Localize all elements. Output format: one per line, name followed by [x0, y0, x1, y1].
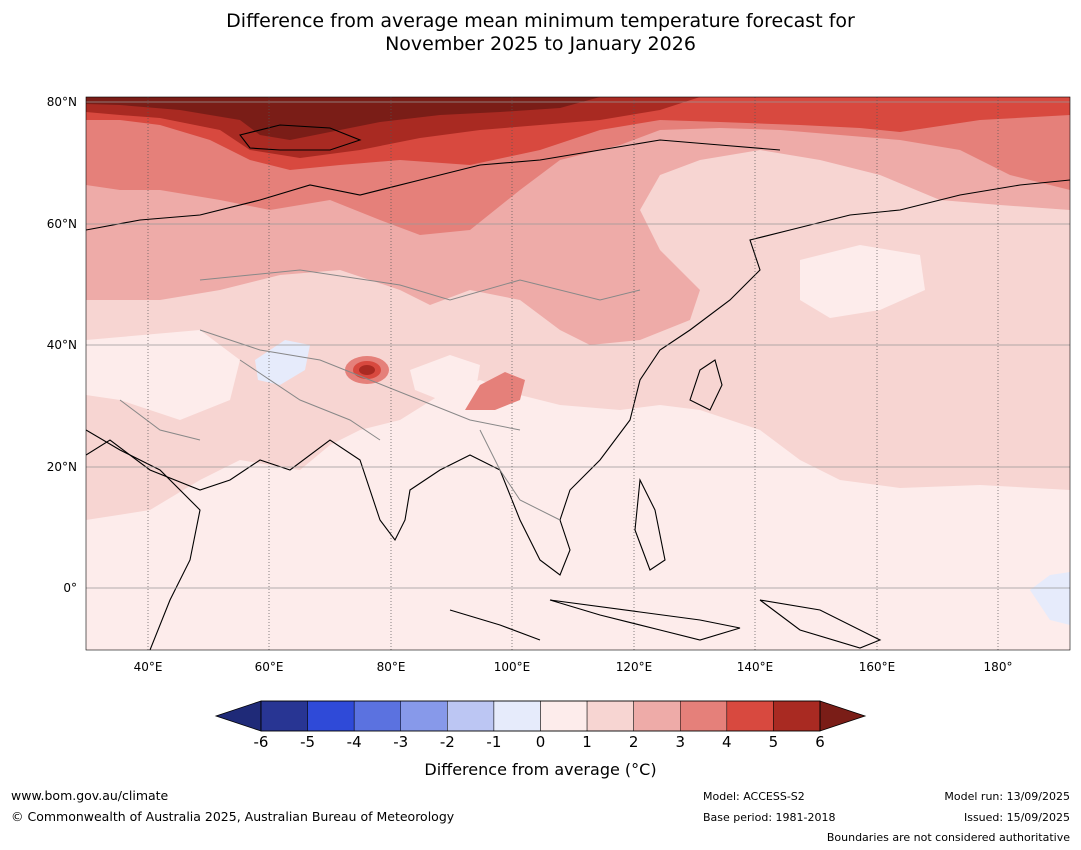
anomaly-patch-tibet — [465, 372, 525, 410]
colorbar-tick-label: 1 — [582, 733, 592, 751]
colorbar-segment — [400, 700, 448, 732]
anomaly-pocket-low — [800, 245, 925, 318]
lon-label-140e: 140°E — [736, 660, 774, 674]
anomaly-band-over-6 — [86, 97, 600, 140]
lat-label-40n: 40°N — [46, 338, 77, 352]
map-frame — [85, 96, 1071, 651]
colorbar-segments — [260, 700, 821, 732]
country-borders — [119, 269, 641, 521]
footer-disclaimer: Boundaries are not considered authoritat… — [826, 831, 1070, 844]
lat-label-60n: 60°N — [46, 217, 77, 231]
lon-label-40e: 40°E — [133, 660, 163, 674]
lon-label-100e: 100°E — [493, 660, 531, 674]
colorbar-segment — [260, 700, 308, 732]
colorbar-segment — [726, 700, 774, 732]
title-line-2: November 2025 to January 2026 — [385, 33, 696, 55]
lon-gridlines — [147, 97, 999, 650]
colorbar-tick-label: -4 — [346, 733, 362, 751]
map-field — [86, 97, 1070, 650]
colorbar-tick-label: -2 — [439, 733, 455, 751]
footer-base-period: Base period: 1981-2018 — [703, 811, 836, 824]
colorbar-segment — [493, 700, 541, 732]
colorbar-tick-label: -1 — [486, 733, 502, 751]
lat-gridlines — [86, 101, 1070, 589]
colorbar-segment — [540, 700, 588, 732]
colorbar-over-arrow — [819, 700, 867, 732]
lon-label-80e: 80°E — [376, 660, 406, 674]
footer-model: Model: ACCESS-S2 — [703, 790, 805, 803]
colorbar-tick-label: -3 — [393, 733, 409, 751]
lat-label-0: 0° — [63, 581, 77, 595]
footer-issued: Issued: 15/09/2025 — [963, 811, 1070, 824]
lon-label-180: 180° — [983, 660, 1013, 674]
anomaly-cool-pacific — [1030, 572, 1070, 625]
anomaly-pocket-low-2 — [410, 355, 480, 400]
colorbar-segment — [353, 700, 401, 732]
colorbar-tick-label: 0 — [535, 733, 546, 751]
colorbar-segment — [773, 700, 821, 732]
lon-label-60e: 60°E — [254, 660, 284, 674]
colorbar-segment — [680, 700, 728, 732]
colorbar-label: Difference from average (°C) — [424, 760, 657, 779]
chart-title: Difference from average mean minimum tem… — [0, 10, 1081, 56]
colorbar-segment — [633, 700, 681, 732]
colorbar-tick-label: 5 — [768, 733, 779, 751]
colorbar-tick-label: 2 — [628, 733, 639, 751]
footer-website: www.bom.gov.au/climate — [11, 788, 169, 803]
footer-copyright: © Commonwealth of Australia 2025, Austra… — [11, 809, 455, 824]
colorbar-segment — [586, 700, 634, 732]
footer-model-run: Model run: 13/09/2025 — [944, 790, 1070, 803]
coastlines — [86, 124, 1070, 650]
colorbar-tick-label: 3 — [675, 733, 686, 751]
colorbar-tick-label: 6 — [815, 733, 825, 751]
colorbar-under-arrow — [214, 700, 262, 732]
colorbar-tick-label: 4 — [722, 733, 732, 751]
lat-label-80n: 80°N — [46, 95, 77, 109]
hotspot-himalaya — [345, 356, 389, 384]
title-line-1: Difference from average mean minimum tem… — [226, 10, 855, 32]
lon-label-160e: 160°E — [858, 660, 896, 674]
colorbar-segment — [447, 700, 495, 732]
lon-label-120e: 120°E — [615, 660, 653, 674]
colorbar-tick-label: -6 — [253, 733, 269, 751]
colorbar-tick-label: -5 — [300, 733, 316, 751]
colorbar-segment — [307, 700, 355, 732]
lat-label-20n: 20°N — [46, 460, 77, 474]
colorbar-frame — [260, 700, 821, 732]
anomaly-pocket-low-3 — [86, 330, 240, 420]
